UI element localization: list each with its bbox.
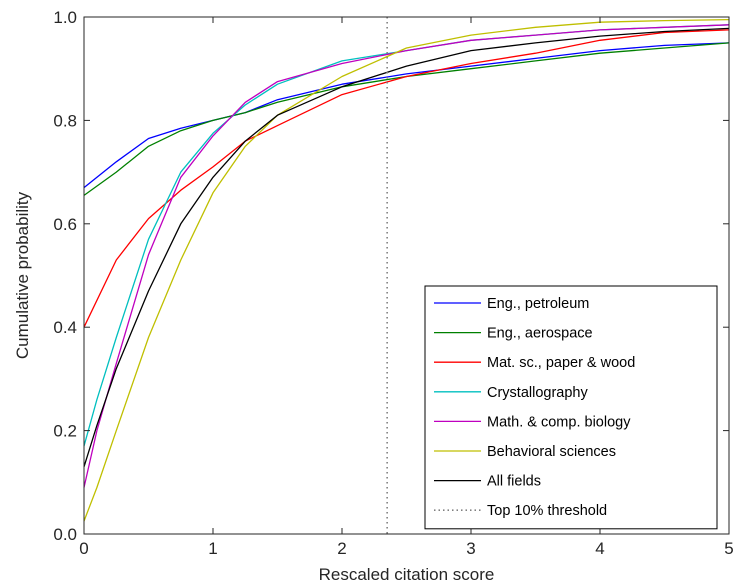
x-axis-label: Rescaled citation score bbox=[319, 565, 495, 584]
y-axis-label: Cumulative probability bbox=[13, 191, 32, 359]
y-tick-label: 0.4 bbox=[53, 318, 77, 337]
legend-entry-label: Mat. sc., paper & wood bbox=[487, 355, 635, 371]
series-line-0 bbox=[83, 42, 730, 189]
y-tick-label: 1.0 bbox=[53, 8, 77, 27]
series-layer bbox=[83, 18, 730, 522]
series-line-1 bbox=[83, 42, 730, 196]
legend-entry-label: Eng., petroleum bbox=[487, 296, 589, 312]
y-tick-label: 0.0 bbox=[53, 525, 77, 544]
plot-frame bbox=[83, 16, 730, 535]
y-axis-ticks: 0.0 0.2 0.4 0.6 0.8 1.0 bbox=[53, 8, 729, 544]
series-line-4 bbox=[83, 24, 730, 488]
legend-entry-label: All fields bbox=[487, 474, 541, 490]
legend: Eng., petroleum Eng., aerospace Mat. sc., … bbox=[424, 285, 718, 530]
legend-entry-label: Eng., aerospace bbox=[487, 326, 593, 342]
x-tick-label: 3 bbox=[466, 539, 475, 558]
y-tick-label: 0.2 bbox=[53, 422, 77, 441]
legend-entry-label: Behavioral sciences bbox=[487, 444, 616, 460]
x-tick-label: 0 bbox=[79, 539, 88, 558]
x-tick-label: 1 bbox=[208, 539, 217, 558]
x-tick-label: 4 bbox=[595, 539, 604, 558]
legend-entry-label: Crystallography bbox=[487, 385, 588, 401]
y-tick-label: 0.8 bbox=[53, 111, 77, 130]
legend-entry-label: Math. & comp. biology bbox=[487, 414, 631, 430]
legend-box bbox=[424, 285, 718, 530]
plot-area: 0 1 2 3 4 5 0.0 0.2 0.4 0.6 0.8 1.0 bbox=[53, 8, 733, 558]
series-line-2 bbox=[83, 29, 730, 328]
legend-entry-label: Top 10% threshold bbox=[487, 503, 607, 519]
x-tick-label: 2 bbox=[337, 539, 346, 558]
x-axis-ticks: 0 1 2 3 4 5 bbox=[79, 17, 734, 558]
series-line-6 bbox=[83, 27, 730, 467]
x-tick-label: 5 bbox=[724, 539, 733, 558]
y-tick-label: 0.6 bbox=[53, 215, 77, 234]
